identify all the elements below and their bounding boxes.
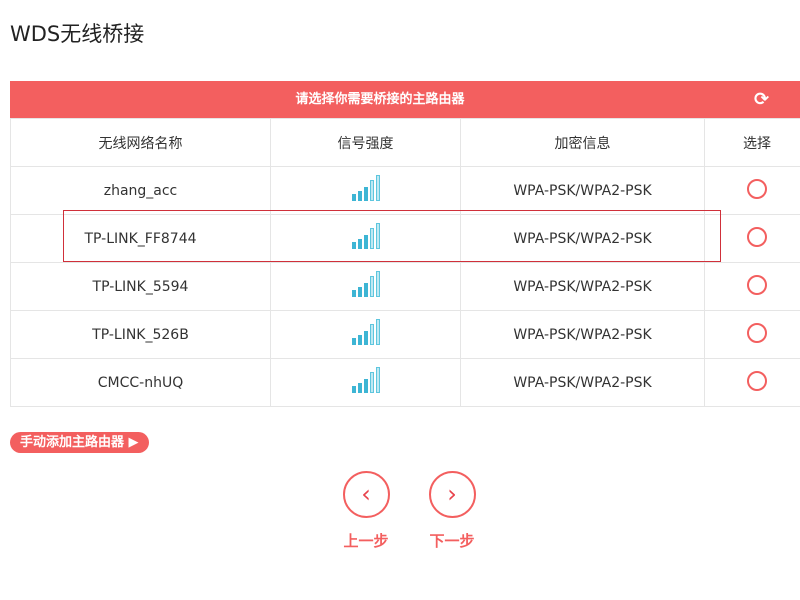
col-signal: 信号强度	[270, 118, 461, 167]
signal-bar	[363, 234, 368, 249]
page-title: WDS无线桥接	[10, 22, 145, 46]
select-radio[interactable]	[747, 274, 767, 295]
signal-bar	[363, 330, 368, 345]
signal-icon	[351, 270, 380, 297]
col-ssid: 无线网络名称	[10, 118, 271, 167]
select-cell	[704, 262, 800, 311]
select-cell	[704, 358, 800, 407]
signal-bar	[357, 382, 362, 393]
ssid: zhang_acc	[10, 166, 271, 215]
select-cell	[704, 310, 800, 359]
signal-bar	[369, 323, 374, 345]
banner: 请选择你需要桥接的主路由器 ⟳	[10, 81, 800, 118]
signal-bar	[357, 286, 362, 297]
signal-cell	[270, 358, 461, 407]
signal-icon	[351, 222, 380, 249]
signal-bar	[369, 179, 374, 201]
col-security: 加密信息	[460, 118, 705, 167]
signal-icon	[351, 318, 380, 345]
table-row[interactable]: TP-LINK_5594 WPA-PSK/WPA2-PSK	[10, 262, 800, 311]
signal-bar	[357, 190, 362, 201]
select-radio[interactable]	[747, 322, 767, 343]
prev-label[interactable]: 上一步	[343, 532, 389, 550]
security: WPA-PSK/WPA2-PSK	[460, 262, 705, 311]
ssid: TP-LINK_5594	[10, 262, 271, 311]
signal-bar	[363, 282, 368, 297]
banner-text: 请选择你需要桥接的主路由器	[295, 92, 465, 107]
signal-bar	[369, 275, 374, 297]
next-label[interactable]: 下一步	[429, 532, 475, 550]
signal-bar	[357, 334, 362, 345]
signal-bar	[351, 289, 356, 297]
select-radio[interactable]	[747, 178, 767, 199]
add-router-button[interactable]: 手动添加主路由器 ▶	[10, 432, 149, 453]
signal-bar	[369, 371, 374, 393]
signal-bar	[375, 174, 380, 201]
security: WPA-PSK/WPA2-PSK	[460, 358, 705, 407]
ssid: TP-LINK_526B	[10, 310, 271, 359]
select-radio[interactable]	[747, 226, 767, 247]
signal-bar	[351, 337, 356, 345]
security: WPA-PSK/WPA2-PSK	[460, 166, 705, 215]
signal-bar	[369, 227, 374, 249]
prev-button[interactable]: ‹ 上一步	[336, 471, 396, 551]
highlight-box	[63, 210, 721, 262]
refresh-icon[interactable]: ⟳	[754, 89, 770, 110]
network-table: 无线网络名称 信号强度 加密信息 选择 zhang_acc WPA-PSK/WP…	[10, 118, 800, 407]
signal-cell	[270, 166, 461, 215]
table-row[interactable]: TP-LINK_526B WPA-PSK/WPA2-PSK	[10, 310, 800, 359]
col-select: 选择	[704, 118, 800, 167]
signal-bar	[351, 385, 356, 393]
signal-cell	[270, 262, 461, 311]
table-row[interactable]: CMCC-nhUQ WPA-PSK/WPA2-PSK	[10, 358, 800, 407]
signal-bar	[351, 241, 356, 249]
ssid: CMCC-nhUQ	[10, 358, 271, 407]
signal-bar	[375, 222, 380, 249]
signal-icon	[351, 174, 380, 201]
ssid: TP-LINK_FF8744	[10, 214, 271, 263]
signal-bar	[375, 318, 380, 345]
signal-bar	[357, 238, 362, 249]
select-cell	[704, 166, 800, 215]
chevron-left-icon[interactable]: ‹	[342, 471, 390, 518]
signal-bar	[375, 366, 380, 393]
chevron-right-icon[interactable]: ›	[428, 471, 476, 518]
signal-cell	[270, 310, 461, 359]
signal-bar	[363, 186, 368, 201]
table-row[interactable]: zhang_acc WPA-PSK/WPA2-PSK	[10, 166, 800, 215]
next-button[interactable]: › 下一步	[422, 471, 482, 551]
signal-icon	[351, 366, 380, 393]
security: WPA-PSK/WPA2-PSK	[460, 310, 705, 359]
signal-bar	[375, 270, 380, 297]
signal-cell	[270, 214, 461, 263]
select-radio[interactable]	[747, 370, 767, 391]
signal-bar	[363, 378, 368, 393]
signal-bar	[351, 193, 356, 201]
security: WPA-PSK/WPA2-PSK	[460, 214, 705, 263]
